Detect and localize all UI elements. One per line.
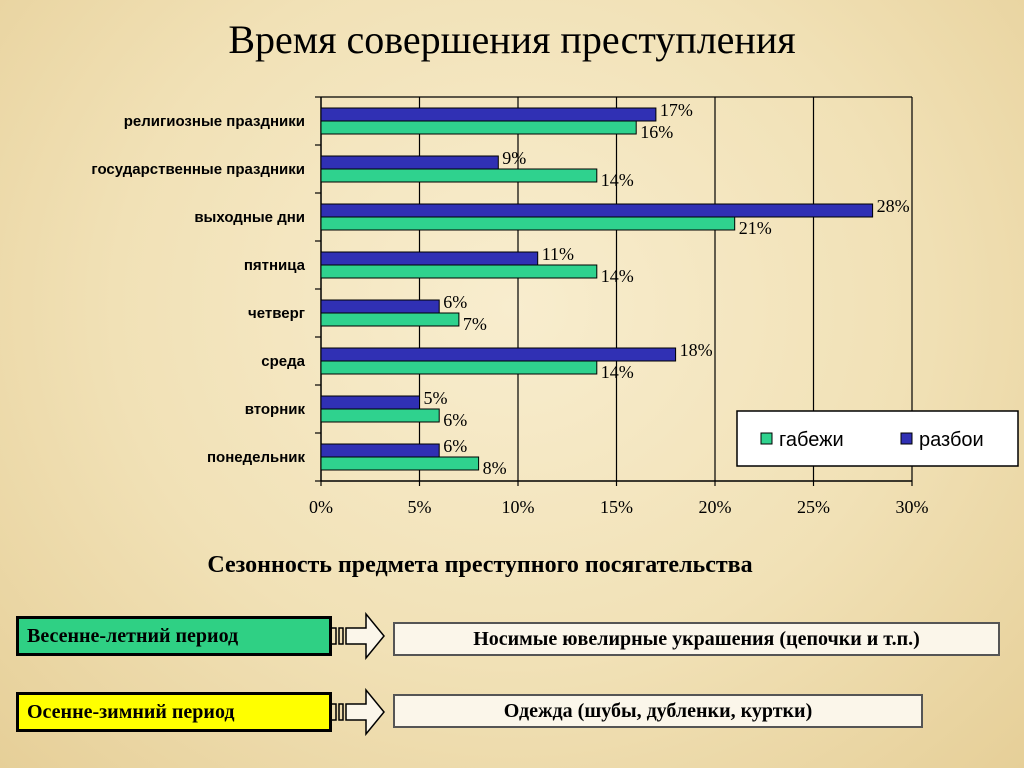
data-label: 7% [463, 314, 487, 334]
slide-title: Время совершения преступления [228, 17, 796, 62]
category-label: пятница [244, 257, 306, 274]
data-label: 16% [640, 122, 673, 142]
x-tick-label: 30% [896, 497, 929, 517]
bar-габежи [320, 312, 460, 327]
bar-разбои [320, 443, 440, 458]
bar-разбои [320, 347, 677, 362]
bar-габежи [320, 456, 480, 471]
data-label: 5% [424, 388, 448, 408]
category-label: религиозные праздники [124, 113, 305, 130]
data-label: 17% [660, 100, 693, 120]
category-label: среда [261, 353, 305, 370]
data-label: 21% [739, 218, 772, 238]
bar-разбои [320, 251, 539, 266]
bar-разбои [320, 299, 440, 314]
x-tick-label: 20% [699, 497, 732, 517]
bar-разбои [320, 155, 499, 170]
data-label: 14% [601, 266, 634, 286]
x-tick-label: 0% [309, 497, 333, 517]
autumn-winter-item-box: Одежда (шубы, дубленки, куртки) [393, 694, 923, 728]
data-label: 8% [483, 458, 507, 478]
right-arrow-icon [330, 688, 385, 736]
category-label: понедельник [207, 449, 306, 466]
category-label: вторник [245, 401, 306, 418]
data-label: 14% [601, 362, 634, 382]
category-label: выходные дни [194, 209, 305, 226]
x-tick-label: 15% [600, 497, 633, 517]
autumn-winter-period-box: Осенне-зимний период [16, 692, 332, 732]
data-label: 6% [443, 410, 467, 430]
data-label: 9% [502, 148, 526, 168]
x-tick-label: 25% [797, 497, 830, 517]
data-label: 14% [601, 170, 634, 190]
legend-swatch [900, 432, 913, 445]
right-arrow-icon [330, 612, 385, 660]
data-label: 18% [680, 340, 713, 360]
legend-label: разбои [919, 429, 984, 451]
legend-box [736, 410, 1019, 467]
legend-label: габежи [779, 429, 844, 451]
data-label: 6% [443, 292, 467, 312]
bar-габежи [320, 168, 598, 183]
bar-габежи [320, 264, 598, 279]
bar-габежи [320, 408, 440, 423]
section-subtitle: Сезонность предмета преступного посягате… [207, 552, 753, 578]
bar-габежи [320, 360, 598, 375]
bar-разбои [320, 107, 657, 122]
data-label: 6% [443, 436, 467, 456]
data-label: 11% [542, 244, 574, 264]
spring-summer-period-box: Весенне-летний период [16, 616, 332, 656]
category-label: четверг [248, 305, 305, 322]
bar-разбои [320, 395, 420, 410]
bar-разбои [320, 203, 874, 218]
data-label: 28% [877, 196, 910, 216]
x-tick-label: 5% [408, 497, 432, 517]
bar-габежи [320, 120, 637, 135]
spring-summer-item-box: Носимые ювелирные украшения (цепочки и т… [393, 622, 1000, 656]
category-label: государственные праздники [91, 161, 305, 178]
bar-chart: 0% 5% 10% 15% 20% 25% 30% религиозные праздники… [91, 96, 1019, 517]
x-tick-label: 10% [502, 497, 535, 517]
bar-габежи [320, 216, 736, 231]
legend-swatch [760, 432, 773, 445]
